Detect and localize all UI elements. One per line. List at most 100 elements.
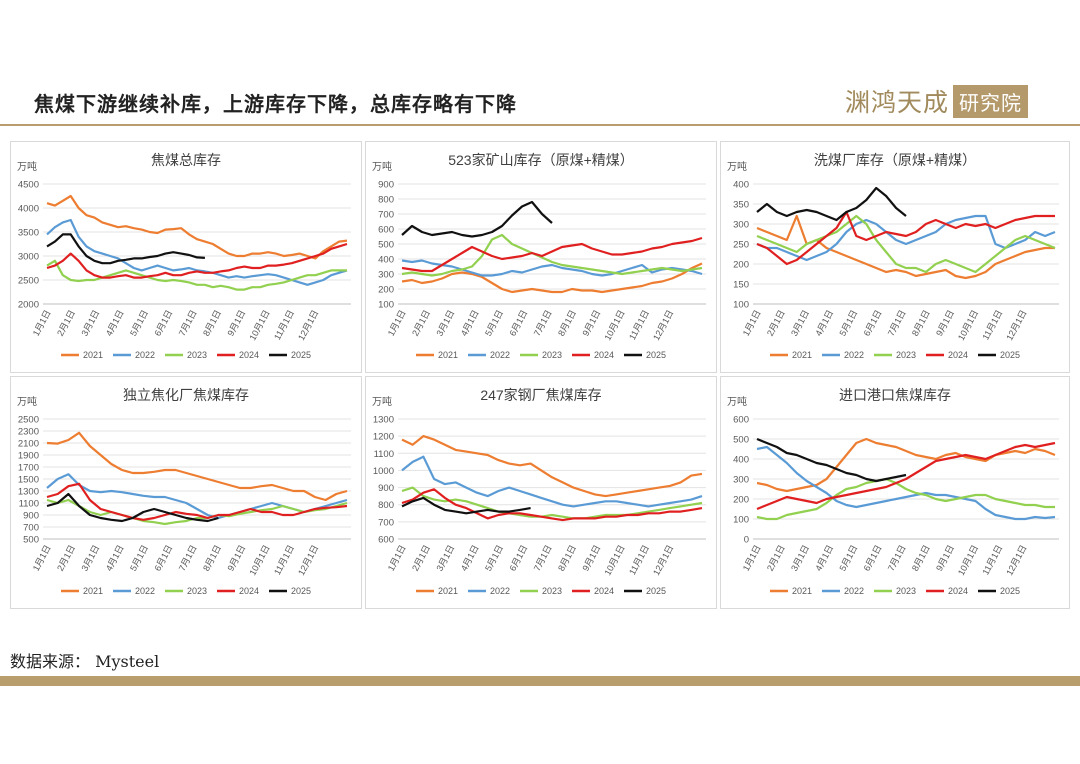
y-tick-label: 900 <box>378 483 394 494</box>
x-tick-label: 5月1日 <box>837 308 859 337</box>
y-tick-label: 0 <box>744 535 749 546</box>
legend-label-2021: 2021 <box>438 350 458 360</box>
y-tick-label: 700 <box>23 523 39 534</box>
series-line-2024 <box>401 488 703 522</box>
y-tick-label: 1500 <box>18 475 39 486</box>
x-tick-label: 12月1日 <box>651 308 675 342</box>
x-tick-label: 2月1日 <box>55 308 77 337</box>
x-tick-label: 10月1日 <box>247 308 271 342</box>
x-tick-label: 7月1日 <box>532 308 554 337</box>
x-tick-label: 8月1日 <box>910 308 932 337</box>
y-tick-label: 300 <box>733 220 749 231</box>
x-tick-label: 10月1日 <box>247 543 271 577</box>
series-line-2024 <box>401 236 703 273</box>
series-line-2023 <box>46 498 348 526</box>
x-tick-label: 7月1日 <box>177 308 199 337</box>
y-tick-label: 100 <box>733 515 749 526</box>
legend-label-2024: 2024 <box>239 350 259 360</box>
chart-title: 523家矿山库存（原煤+精煤） <box>448 152 634 168</box>
series-line-2024 <box>756 210 1055 266</box>
series-line-2024 <box>46 482 348 521</box>
logo-script-text: 渊鸿天成 <box>845 88 950 117</box>
y-unit-label: 万吨 <box>17 160 37 173</box>
chart-title: 焦煤总库存 <box>151 152 221 168</box>
legend-label-2023: 2023 <box>896 350 916 360</box>
x-tick-label: 2月1日 <box>410 308 432 337</box>
legend-label-2024: 2024 <box>594 350 614 360</box>
y-tick-label: 1200 <box>373 432 394 443</box>
x-tick-label: 11月1日 <box>627 543 651 576</box>
legend-label-2024: 2024 <box>594 586 614 596</box>
x-tick-label: 3月1日 <box>79 308 101 337</box>
y-tick-label: 3500 <box>18 228 39 239</box>
y-tick-label: 800 <box>378 195 394 206</box>
x-tick-label: 11月1日 <box>272 308 296 341</box>
x-tick-label: 12月1日 <box>1004 308 1028 342</box>
legend-label-2022: 2022 <box>844 350 864 360</box>
series-line-2024 <box>46 242 348 279</box>
x-tick-label: 4月1日 <box>104 308 126 337</box>
y-tick-label: 1100 <box>19 499 39 510</box>
y-tick-label: 1900 <box>18 451 39 462</box>
y-tick-label: 150 <box>733 280 749 291</box>
x-tick-label: 9月1日 <box>934 308 956 337</box>
x-tick-label: 8月1日 <box>201 543 223 572</box>
legend-label-2021: 2021 <box>438 586 458 596</box>
x-tick-label: 4月1日 <box>104 543 126 572</box>
page-title: 焦煤下游继续补库，上游库存下降，总库存略有下降 <box>34 92 517 116</box>
x-tick-label: 1月1日 <box>741 543 763 572</box>
x-tick-label: 3月1日 <box>434 308 456 337</box>
y-unit-label: 万吨 <box>17 395 37 408</box>
y-tick-label: 100 <box>378 300 394 311</box>
chart-panel-mine-inventory: 523家矿山库存（原煤+精煤） 万吨 100 200 300 400 500 600 700 80… <box>365 141 717 373</box>
chart-panel-port-inventory: 进口港口焦煤库存 万吨 0 100 200 300 400 500 600 1月1日 2月1日 3月1… <box>720 376 1070 609</box>
y-tick-label: 1700 <box>18 463 39 474</box>
series-line-2025 <box>401 200 553 238</box>
y-tick-label: 3000 <box>18 252 39 263</box>
series-line-2022 <box>401 259 703 277</box>
x-tick-label: 6月1日 <box>862 308 884 337</box>
y-unit-label: 万吨 <box>727 160 747 173</box>
y-unit-label: 万吨 <box>727 395 747 408</box>
y-tick-label: 4500 <box>18 180 39 191</box>
legend-label-2023: 2023 <box>896 586 916 596</box>
series-line-2022 <box>756 445 1056 521</box>
y-tick-label: 900 <box>23 511 39 522</box>
x-tick-label: 4月1日 <box>813 543 835 572</box>
y-tick-label: 700 <box>378 210 394 221</box>
chart-panel-steel-mill-inventory: 247家钢厂焦煤库存 万吨 600 700 800 900 1000 1100 1200 1300… <box>365 376 717 609</box>
x-tick-label: 12月1日 <box>296 308 320 342</box>
chart-title: 洗煤厂库存（原煤+精煤） <box>814 152 976 168</box>
x-tick-label: 11月1日 <box>980 308 1004 341</box>
series-line-2023 <box>401 486 703 520</box>
y-tick-label: 4000 <box>18 204 39 215</box>
chart-panel-coking-inventory: 独立焦化厂焦煤库存 万吨 500 700 900 1100 1300 1500 1700 1900… <box>10 376 362 609</box>
x-tick-label: 12月1日 <box>1004 543 1028 577</box>
series-line-2021 <box>46 194 348 260</box>
x-tick-label: 3月1日 <box>79 543 101 572</box>
x-tick-label: 9月1日 <box>934 543 956 572</box>
legend-label-2025: 2025 <box>291 586 311 596</box>
y-tick-label: 400 <box>378 255 394 266</box>
x-tick-label: 6月1日 <box>507 543 529 572</box>
x-tick-label: 5月1日 <box>837 543 859 572</box>
x-tick-label: 8月1日 <box>910 543 932 572</box>
x-tick-label: 6月1日 <box>152 543 174 572</box>
y-tick-label: 1000 <box>373 466 394 477</box>
x-tick-label: 2月1日 <box>765 308 787 337</box>
series-line-2023 <box>756 477 1055 521</box>
series-line-2025 <box>46 233 205 265</box>
x-tick-label: 4月1日 <box>813 308 835 337</box>
x-tick-label: 3月1日 <box>789 308 811 337</box>
chart-title: 独立焦化厂焦煤库存 <box>123 387 249 403</box>
series-line-2021 <box>401 435 703 498</box>
series-line-2025 <box>401 496 531 515</box>
y-tick-label: 600 <box>733 415 749 426</box>
x-tick-label: 6月1日 <box>507 308 529 337</box>
x-tick-label: 4月1日 <box>459 543 481 572</box>
x-tick-label: 9月1日 <box>225 308 247 337</box>
y-tick-label: 500 <box>378 240 394 251</box>
legend-label-2021: 2021 <box>83 350 103 360</box>
